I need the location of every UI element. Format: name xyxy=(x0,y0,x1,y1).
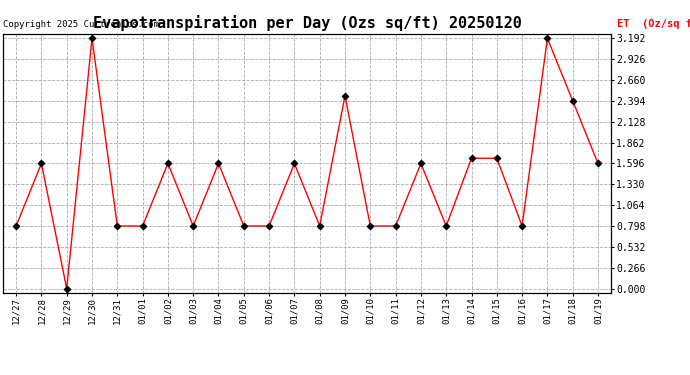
Point xyxy=(213,160,224,166)
Point xyxy=(36,160,47,166)
Point xyxy=(415,160,426,166)
Title: Evapotranspiration per Day (Ozs sq/ft) 20250120: Evapotranspiration per Day (Ozs sq/ft) 2… xyxy=(92,15,522,31)
Point xyxy=(390,223,401,229)
Point xyxy=(542,35,553,41)
Point xyxy=(567,98,578,104)
Text: ET  (Oz/sq ft): ET (Oz/sq ft) xyxy=(617,19,690,28)
Text: Copyright 2025 Curtronics.com: Copyright 2025 Curtronics.com xyxy=(3,20,159,28)
Point xyxy=(86,35,97,41)
Point xyxy=(314,223,325,229)
Point xyxy=(137,223,148,229)
Point xyxy=(593,160,604,166)
Point xyxy=(10,223,21,229)
Point xyxy=(289,160,300,166)
Point xyxy=(238,223,249,229)
Point xyxy=(365,223,376,229)
Point xyxy=(466,155,477,161)
Point xyxy=(491,155,502,161)
Point xyxy=(162,160,173,166)
Point xyxy=(517,223,528,229)
Point xyxy=(61,286,72,292)
Point xyxy=(264,223,275,229)
Point xyxy=(441,223,452,229)
Point xyxy=(339,93,351,99)
Point xyxy=(188,223,199,229)
Point xyxy=(112,223,123,229)
